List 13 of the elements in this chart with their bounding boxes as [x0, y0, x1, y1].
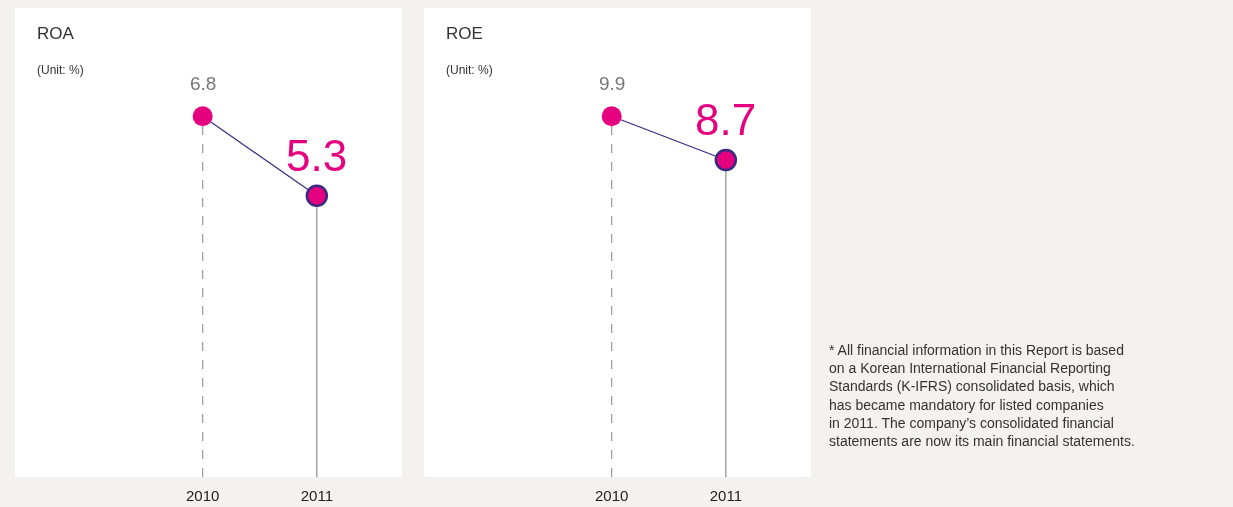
- data-label: 9.9: [599, 73, 626, 94]
- data-label: 5.3: [286, 131, 348, 180]
- x-tick-label: 2011: [300, 487, 333, 504]
- chart-title: ROE: [446, 24, 483, 43]
- text: * All financial information in this Report is based on a Korean International Financial Reporting Standards (K-IFRS) consolidated basis, which has became mandatory for listed companies in 2011. The company’s consolidated financial statements are now its main financial statements.: [829, 342, 1135, 449]
- data-label: 6.8: [190, 73, 217, 94]
- chart-subtitle: (Unit: %): [37, 63, 84, 77]
- x-tick-label: 2011: [709, 487, 742, 504]
- x-tick-label: 2010: [185, 487, 220, 504]
- data-label: 8.7: [695, 95, 757, 144]
- x-tick-label: 2010: [594, 487, 629, 504]
- chart-subtitle: (Unit: %): [446, 63, 493, 77]
- chart-title: ROA: [37, 24, 75, 43]
